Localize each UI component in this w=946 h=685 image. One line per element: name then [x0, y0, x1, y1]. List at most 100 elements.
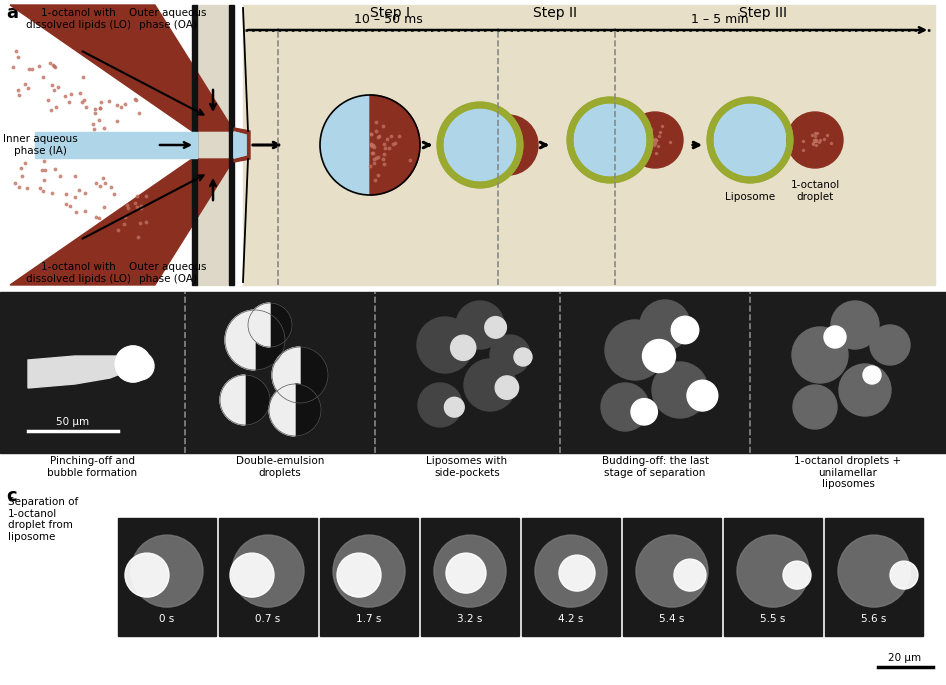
- Bar: [197, 5, 229, 285]
- Text: 4.2 s: 4.2 s: [558, 614, 584, 624]
- Polygon shape: [28, 356, 130, 388]
- Bar: [522, 518, 620, 636]
- Circle shape: [484, 316, 506, 338]
- FancyArrowPatch shape: [33, 373, 127, 378]
- Circle shape: [792, 327, 848, 383]
- Wedge shape: [480, 113, 514, 177]
- Wedge shape: [610, 112, 644, 168]
- Text: Liposomes with
side-pockets: Liposomes with side-pockets: [427, 456, 508, 477]
- Text: 3.2 s: 3.2 s: [457, 614, 482, 624]
- Circle shape: [640, 300, 690, 350]
- Circle shape: [337, 553, 381, 597]
- Text: 0.7 s: 0.7 s: [255, 614, 281, 624]
- Text: 1-octanol droplets +
unilamellar
liposomes: 1-octanol droplets + unilamellar liposom…: [795, 456, 902, 489]
- Circle shape: [627, 112, 683, 168]
- Circle shape: [605, 320, 665, 380]
- Circle shape: [601, 383, 649, 431]
- Bar: [320, 518, 418, 636]
- Polygon shape: [234, 128, 250, 162]
- Circle shape: [115, 346, 151, 382]
- Circle shape: [456, 301, 504, 349]
- Circle shape: [631, 399, 657, 425]
- Circle shape: [440, 105, 520, 185]
- Wedge shape: [225, 310, 255, 370]
- Circle shape: [514, 348, 532, 366]
- Circle shape: [890, 561, 918, 589]
- Wedge shape: [320, 95, 370, 195]
- Circle shape: [674, 559, 706, 591]
- Circle shape: [838, 535, 910, 607]
- Circle shape: [446, 553, 486, 593]
- Bar: [825, 518, 923, 636]
- Text: Step I: Step I: [370, 6, 410, 20]
- Polygon shape: [10, 159, 234, 285]
- Circle shape: [495, 376, 518, 399]
- Circle shape: [446, 111, 514, 179]
- Text: Outer aqueous
phase (OA): Outer aqueous phase (OA): [130, 262, 207, 284]
- Circle shape: [824, 326, 846, 348]
- Bar: [243, 5, 935, 285]
- Circle shape: [737, 535, 809, 607]
- Text: 1 – 5 min: 1 – 5 min: [692, 13, 749, 26]
- Circle shape: [642, 340, 675, 373]
- Circle shape: [232, 535, 304, 607]
- Circle shape: [464, 359, 516, 411]
- Text: 5.6 s: 5.6 s: [861, 614, 886, 624]
- Text: 0 s: 0 s: [159, 614, 175, 624]
- Circle shape: [478, 115, 538, 175]
- Circle shape: [570, 100, 650, 180]
- Circle shape: [710, 100, 790, 180]
- Circle shape: [687, 380, 718, 411]
- Wedge shape: [295, 384, 321, 436]
- Circle shape: [672, 316, 699, 344]
- Bar: [0, 0, 946, 290]
- Text: c: c: [6, 487, 17, 505]
- Wedge shape: [272, 347, 300, 403]
- Bar: [118, 518, 216, 636]
- Bar: [35, 132, 197, 158]
- Wedge shape: [370, 95, 420, 195]
- Circle shape: [652, 362, 708, 418]
- Circle shape: [793, 385, 837, 429]
- Text: Budding-off: the last
stage of separation: Budding-off: the last stage of separatio…: [602, 456, 709, 477]
- Bar: [192, 5, 197, 285]
- Text: Liposome: Liposome: [725, 192, 775, 202]
- Circle shape: [535, 535, 607, 607]
- Text: 5.5 s: 5.5 s: [761, 614, 786, 624]
- Bar: [0, 292, 185, 453]
- Polygon shape: [234, 132, 246, 158]
- Polygon shape: [10, 5, 234, 131]
- Wedge shape: [300, 347, 328, 403]
- Text: Pinching-off and
bubble formation: Pinching-off and bubble formation: [47, 456, 137, 477]
- Wedge shape: [255, 310, 285, 370]
- Bar: [185, 292, 375, 453]
- Circle shape: [831, 301, 879, 349]
- Bar: [724, 518, 822, 636]
- Circle shape: [417, 317, 473, 373]
- Circle shape: [636, 535, 708, 607]
- Text: 5.4 s: 5.4 s: [659, 614, 685, 624]
- Bar: [375, 292, 560, 453]
- Circle shape: [125, 553, 169, 597]
- Wedge shape: [245, 375, 270, 425]
- Text: 10 – 50 ms: 10 – 50 ms: [354, 13, 422, 26]
- Circle shape: [126, 352, 154, 380]
- Circle shape: [783, 561, 811, 589]
- Circle shape: [115, 346, 151, 382]
- Text: Double-emulsion
droplets: Double-emulsion droplets: [236, 456, 324, 477]
- Circle shape: [333, 535, 405, 607]
- Bar: [750, 292, 946, 453]
- Circle shape: [131, 535, 203, 607]
- Circle shape: [450, 335, 476, 360]
- Circle shape: [716, 106, 784, 174]
- Bar: [421, 518, 519, 636]
- Wedge shape: [220, 375, 245, 425]
- Text: Separation of
1-octanol
droplet from
liposome: Separation of 1-octanol droplet from lip…: [8, 497, 79, 542]
- Polygon shape: [234, 132, 246, 158]
- Text: Step III: Step III: [739, 6, 787, 20]
- Text: Outer aqueous
phase (OA): Outer aqueous phase (OA): [130, 8, 207, 29]
- Circle shape: [434, 535, 506, 607]
- Circle shape: [559, 555, 595, 591]
- Text: 1.7 s: 1.7 s: [357, 614, 381, 624]
- Text: a: a: [6, 4, 18, 22]
